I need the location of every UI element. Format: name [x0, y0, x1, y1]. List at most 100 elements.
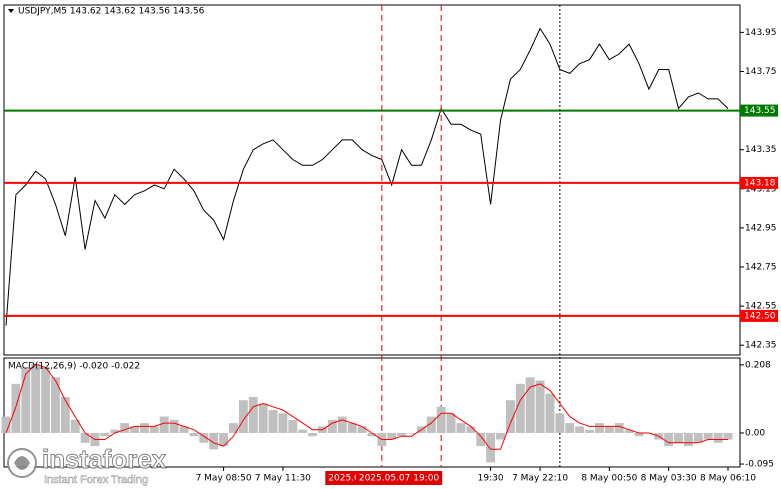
macd-bar: [278, 413, 288, 433]
macd-bar: [130, 426, 140, 433]
macd-bar: [693, 432, 703, 443]
y-tick-label: 0.208: [745, 360, 771, 370]
macd-bar: [713, 432, 723, 443]
logo-mark: [14, 456, 30, 470]
macd-bar: [209, 432, 219, 450]
macd-bar: [565, 423, 575, 433]
price-panel: [3, 4, 741, 356]
macd-bar: [545, 393, 555, 433]
macd-bar: [51, 377, 60, 433]
macd-bar: [664, 432, 674, 447]
macd-bar: [604, 426, 614, 433]
macd-bar: [397, 432, 407, 437]
macd-bar: [486, 432, 496, 463]
macd-bar: [407, 432, 416, 434]
macd-bar: [120, 423, 130, 433]
macd-bar: [140, 423, 149, 433]
macd-bar: [31, 364, 41, 433]
macd-bar: [496, 432, 505, 440]
macd-bar: [674, 432, 683, 443]
macd-bar: [337, 416, 347, 433]
y-tick-label: 143.95: [745, 28, 777, 38]
macd-bar: [614, 423, 624, 433]
macd-bar: [327, 419, 337, 433]
macd-bar: [426, 416, 436, 433]
macd-bar: [308, 432, 318, 437]
macd-bar: [446, 413, 456, 433]
level-label-box: [740, 104, 778, 117]
y-tick-label: 143.35: [745, 145, 777, 155]
x-tick-label: 7 May 11:30: [255, 474, 311, 484]
macd-bar: [60, 396, 70, 433]
macd-bar: [248, 396, 258, 433]
x-tick-label: 8 May 06:10: [700, 474, 756, 484]
y-tick-label: 142.35: [745, 341, 777, 351]
watermark-brand: instaforex: [42, 444, 167, 474]
macd-bar: [387, 432, 397, 440]
macd-bar: [229, 423, 238, 433]
macd-bar: [100, 432, 110, 437]
macd-bar: [436, 406, 446, 433]
macd-bar: [466, 426, 476, 433]
macd-bar: [456, 423, 466, 433]
macd-bar: [585, 429, 594, 433]
price-title: USDJPY,M5 143.62 143.62 143.56 143.56: [18, 7, 205, 17]
macd-panel: [3, 357, 741, 468]
y-tick-label: 142.75: [745, 263, 777, 273]
x-tick-label: 8 May 00:50: [581, 474, 637, 484]
macd-bar: [703, 432, 713, 440]
macd-bar: [555, 413, 565, 433]
macd-bar: [683, 432, 693, 447]
macd-bar: [634, 432, 644, 437]
macd-bar: [219, 432, 229, 447]
macd-bar: [1, 416, 11, 433]
y-tick-label: 142.95: [745, 223, 777, 233]
signal-line: [5, 363, 728, 450]
macd-bar: [80, 432, 90, 443]
y-tick-label: 142.55: [745, 302, 777, 312]
macd-bar: [149, 426, 159, 433]
macd-bar: [169, 419, 179, 433]
y-tick-label: -0.095: [745, 460, 774, 470]
macd-bar: [258, 403, 268, 433]
x-tick-label: 8 May 03:30: [641, 474, 697, 484]
macd-bar: [189, 432, 199, 437]
level-label: 143.18: [744, 178, 776, 188]
macd-bar: [21, 367, 31, 433]
macd-bar: [624, 429, 634, 433]
price-line: [5, 27, 729, 326]
macd-bar: [476, 432, 486, 447]
x-tick-label: 19:30: [478, 474, 504, 484]
macd-title: MACD(12,26,9) -0.020 -0.022: [8, 362, 140, 372]
macd-bar: [505, 400, 515, 433]
watermark: instaforex Instant Forex Trading: [7, 443, 167, 486]
macd-bar: [723, 432, 733, 440]
macd-bar: [238, 400, 248, 433]
level-label-box: [740, 176, 778, 189]
macd-bar: [179, 426, 189, 433]
macd-bar: [11, 383, 21, 433]
level-label: 143.55: [744, 106, 776, 116]
macd-bar: [594, 423, 604, 433]
macd-bar: [159, 416, 169, 433]
macd-bar: [298, 429, 308, 433]
macd-bar: [575, 426, 585, 433]
macd-bar: [268, 410, 278, 433]
date-label: 2025.05.07: [328, 474, 380, 484]
macd-bar: [357, 426, 367, 433]
date-label-box: [355, 471, 443, 485]
macd-bar: [347, 423, 357, 433]
y-tick-label: 143.75: [745, 67, 777, 77]
y-tick-label: 143.15: [745, 184, 777, 194]
date-label: 2025.05.07 19:00: [359, 474, 440, 484]
x-tick-label: 7 May 22:10: [512, 474, 568, 484]
x-tick-label: 7 May 08:50: [196, 474, 252, 484]
macd-bar: [199, 432, 209, 443]
macd-bar: [535, 380, 545, 433]
watermark-tagline: Instant Forex Trading: [44, 474, 148, 486]
macd-bar: [70, 419, 80, 433]
macd-bar: [515, 383, 525, 433]
level-label-box: [740, 309, 778, 322]
menu-arrow[interactable]: [8, 9, 14, 13]
y-tick-label: 0.00: [745, 428, 765, 438]
